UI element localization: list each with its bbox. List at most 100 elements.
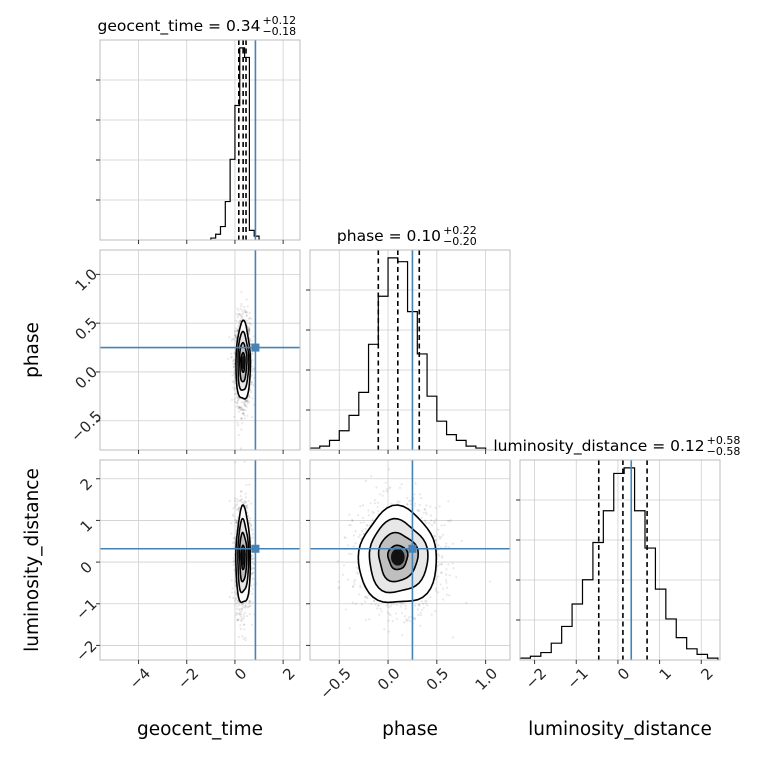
title-phase: phase = 0.10 xyxy=(337,227,441,245)
scatter-point xyxy=(248,330,251,333)
scatter-point xyxy=(348,513,351,516)
scatter-point xyxy=(248,483,251,486)
scatter-point xyxy=(423,508,426,511)
scatter-point xyxy=(250,373,253,376)
scatter-point xyxy=(242,605,245,609)
scatter-point xyxy=(230,398,233,401)
scatter-point xyxy=(375,486,378,489)
scatter-point xyxy=(231,513,234,516)
scatter-point xyxy=(418,503,421,507)
scatter-point xyxy=(246,615,249,618)
scatter-point xyxy=(230,579,233,582)
scatter-point xyxy=(434,538,437,541)
scatter-point xyxy=(390,603,393,606)
scatter-point xyxy=(387,468,390,471)
scatter-point xyxy=(352,534,356,537)
scatter-point xyxy=(230,339,233,342)
scatter-point xyxy=(237,314,240,317)
scatter-point xyxy=(239,320,242,323)
scatter-point xyxy=(242,401,245,404)
scatter-point xyxy=(240,607,243,610)
histogram-step-luminosity_distance xyxy=(520,467,719,660)
scatter-point xyxy=(244,605,247,608)
scatter-point xyxy=(251,352,254,355)
scatter-point xyxy=(250,502,253,505)
scatter-point xyxy=(249,604,252,607)
title-errors-phase: +0.22−0.20 xyxy=(443,224,477,248)
scatter-point xyxy=(439,583,442,586)
scatter-point xyxy=(429,514,432,517)
scatter-point xyxy=(252,577,256,581)
scatter-point xyxy=(234,497,237,500)
scatter-point xyxy=(444,573,448,576)
histogram-panel-geocent_time xyxy=(96,39,301,244)
scatter-point xyxy=(237,321,240,324)
scatter-point xyxy=(248,316,251,320)
contour-core xyxy=(241,355,245,370)
scatter-point xyxy=(337,580,340,583)
scatter-point xyxy=(447,519,450,522)
scatter-point xyxy=(237,312,240,316)
scatter-point xyxy=(244,404,248,407)
scatter-point xyxy=(365,523,368,527)
scatter-point xyxy=(252,567,255,570)
scatter-point xyxy=(240,304,243,308)
panel-content xyxy=(310,250,510,450)
scatter-point xyxy=(367,509,370,512)
scatter-point xyxy=(399,602,402,605)
scatter-point xyxy=(251,601,254,604)
scatter-point xyxy=(250,317,253,320)
scatter-point xyxy=(250,527,253,530)
scatter-point xyxy=(241,315,244,318)
title-main: phase = 0.10 xyxy=(337,227,441,245)
scatter-point xyxy=(364,618,367,621)
scatter-point xyxy=(417,604,420,607)
scatter-point xyxy=(406,497,409,500)
scatter-point xyxy=(237,509,240,512)
scatter-point xyxy=(445,581,448,584)
scatter-point xyxy=(402,602,405,605)
scatter-point xyxy=(247,329,250,332)
scatter-point xyxy=(233,371,236,374)
scatter-point xyxy=(233,559,236,562)
title-lower-error: −0.20 xyxy=(443,235,477,248)
scatter-point xyxy=(244,399,247,402)
scatter-point xyxy=(416,509,420,512)
scatter-point xyxy=(448,594,451,597)
scatter-point xyxy=(232,541,235,544)
y-tick-label-phase: 0.0 xyxy=(72,363,102,393)
scatter-point xyxy=(248,328,251,332)
scatter-point xyxy=(377,604,380,607)
panel-frame xyxy=(99,39,301,241)
scatter-panel-geocent_time-luminosity_distance xyxy=(96,459,301,664)
scatter-point xyxy=(445,568,448,571)
scatter-point xyxy=(228,336,231,339)
scatter-point xyxy=(240,603,243,606)
scatter-point xyxy=(336,560,339,563)
scatter-point xyxy=(239,624,242,627)
scatter-point xyxy=(239,608,242,611)
x-tick-label-phase: 0.5 xyxy=(423,664,453,694)
scatter-point xyxy=(418,509,421,513)
title-main: luminosity_distance = 0.12 xyxy=(493,437,704,456)
histogram-panel-luminosity_distance xyxy=(516,459,721,664)
scatter-point xyxy=(358,533,362,537)
panel-content xyxy=(100,250,300,450)
scatter-point xyxy=(237,309,240,312)
scatter-point xyxy=(240,617,243,620)
scatter-point xyxy=(387,630,390,633)
scatter-point xyxy=(395,612,398,615)
scatter-point xyxy=(245,483,248,486)
scatter-point xyxy=(250,390,253,394)
y-axis-label-phase: phase xyxy=(22,322,43,378)
scatter-point xyxy=(440,524,443,527)
scatter-point xyxy=(420,516,423,520)
scatter-point xyxy=(244,492,247,495)
scatter-point xyxy=(448,520,451,523)
scatter-point xyxy=(241,603,244,606)
scatter-point xyxy=(235,521,238,524)
scatter-point xyxy=(354,578,357,581)
scatter-point xyxy=(235,405,238,408)
scatter-point xyxy=(238,604,241,607)
scatter-point xyxy=(246,400,249,403)
